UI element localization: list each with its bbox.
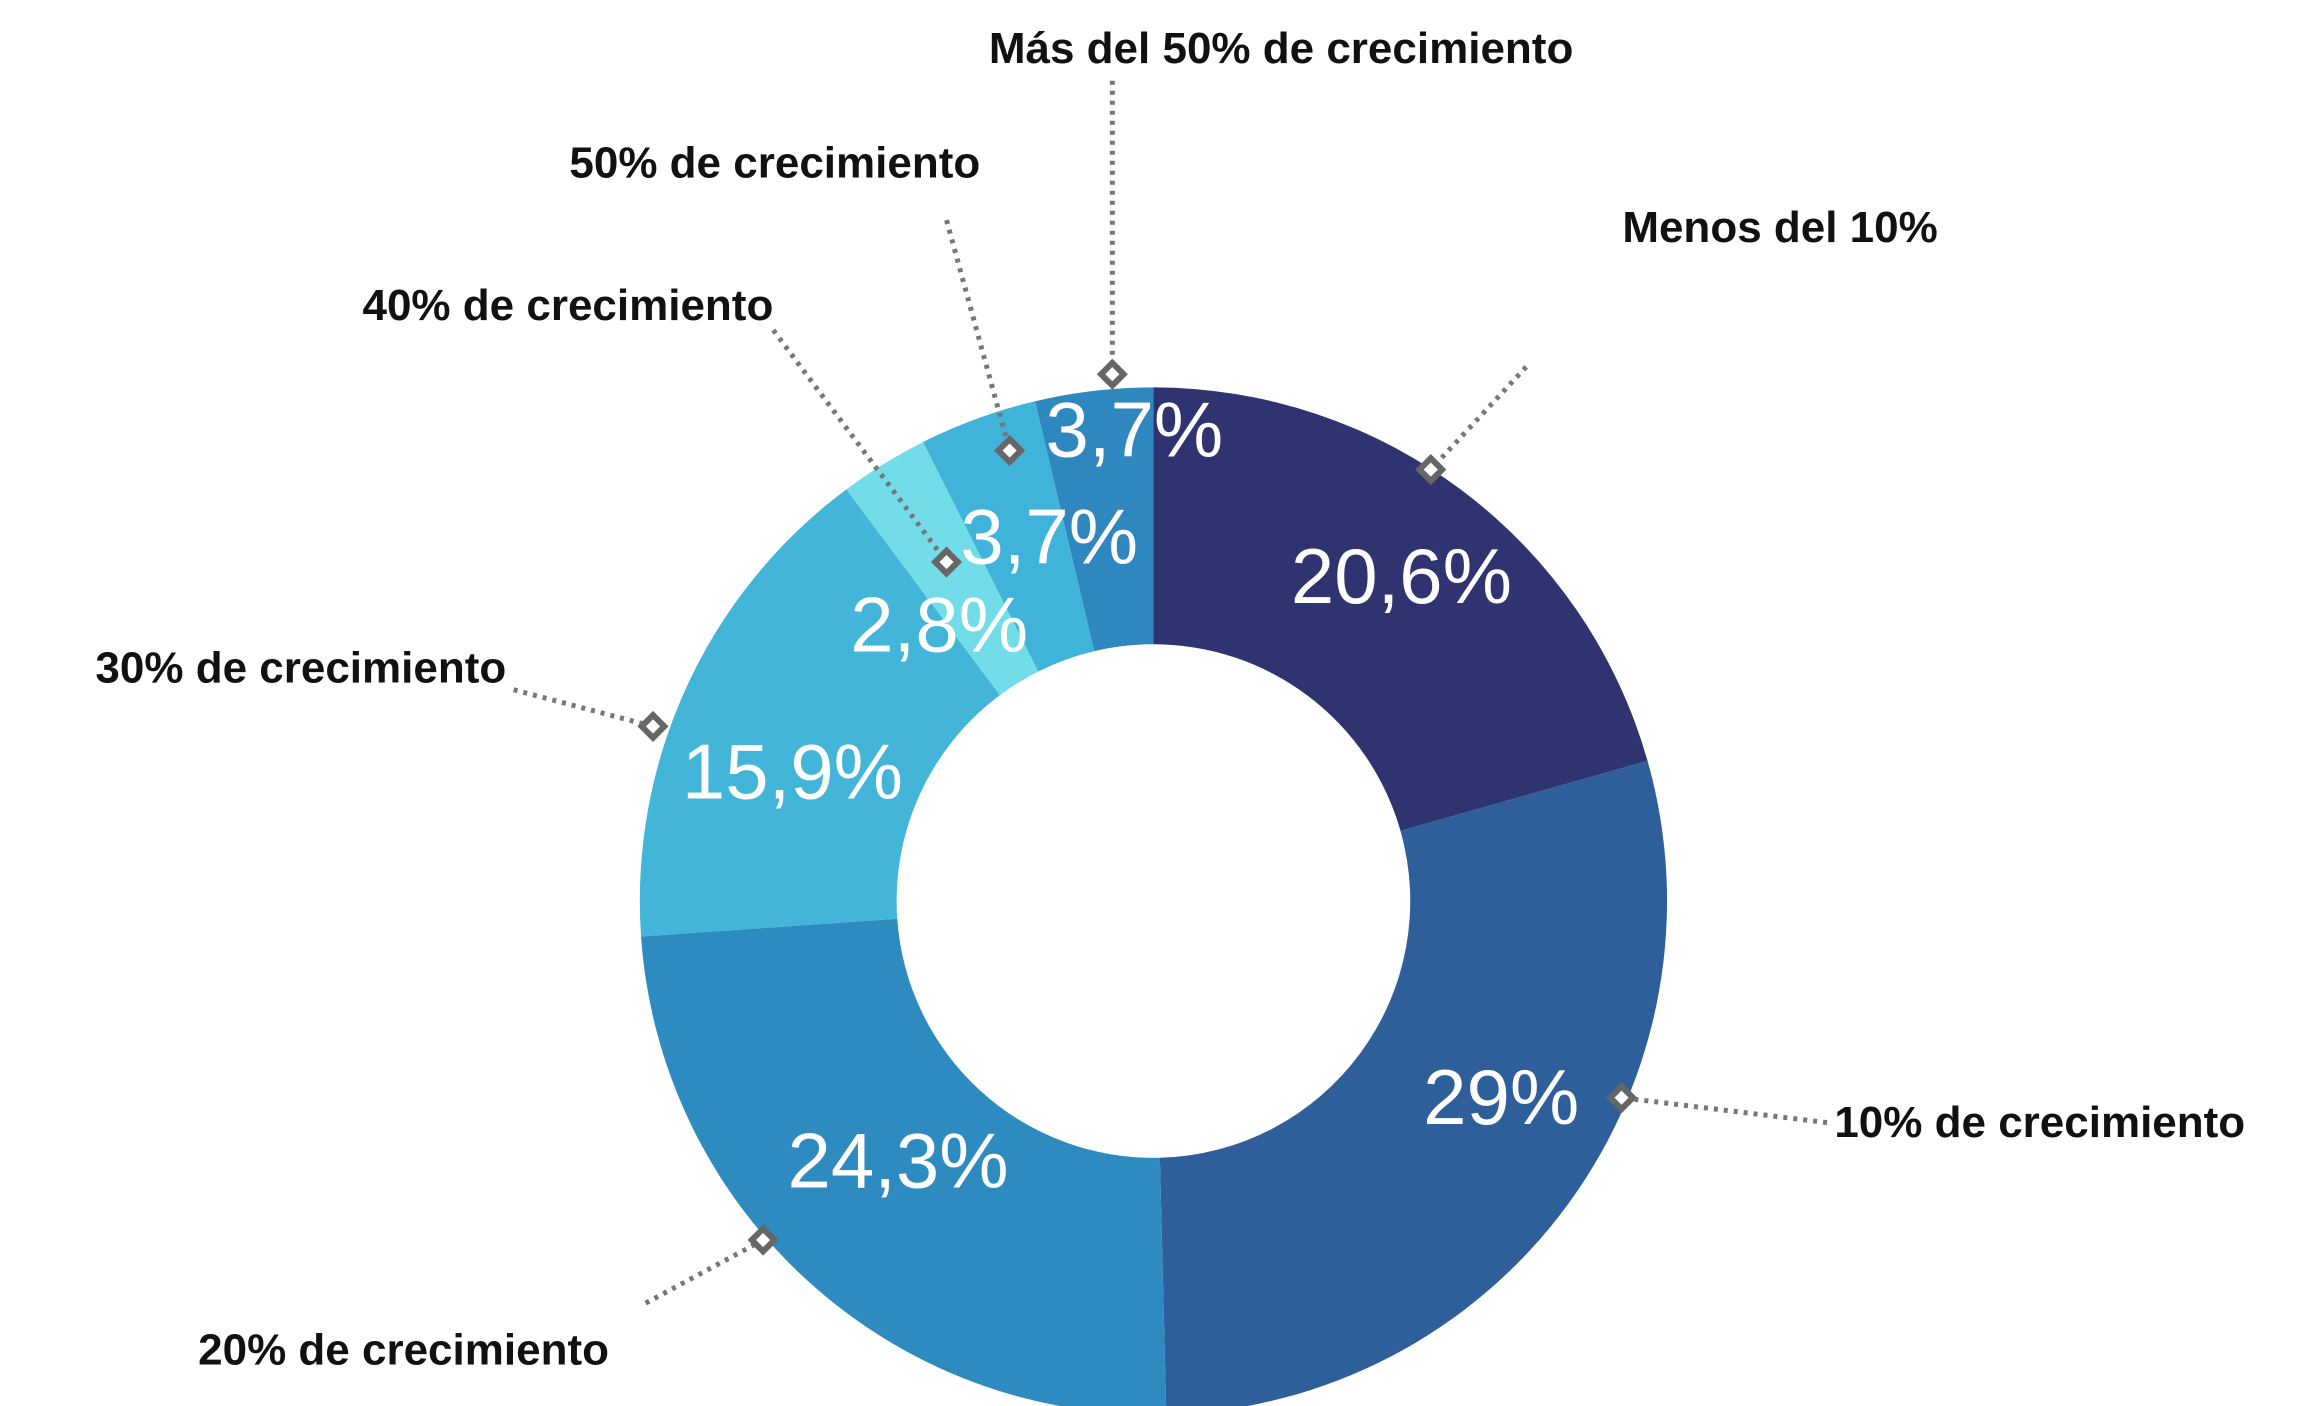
donut-slice — [1159, 760, 1667, 1406]
value-label: 24,3% — [788, 1116, 1009, 1204]
leader-marker — [930, 546, 963, 578]
category-label: Más del 50% de crecimiento — [989, 24, 1573, 73]
value-label: 15,9% — [682, 727, 903, 815]
leader-line — [944, 219, 1013, 452]
leader-marker — [747, 1224, 779, 1256]
leader-marker — [637, 710, 669, 742]
leader-marker — [1096, 358, 1128, 390]
leader-marker — [994, 434, 1026, 467]
value-label: 20,6% — [1291, 532, 1512, 620]
leader-line — [1621, 1095, 1828, 1126]
donut-slice — [923, 401, 1095, 672]
category-label: 40% de crecimiento — [362, 281, 773, 330]
donut-slice — [1153, 387, 1648, 831]
leader-line — [1428, 365, 1529, 472]
leader-marker — [1415, 454, 1447, 486]
category-label: 50% de crecimiento — [569, 138, 980, 187]
category-label: Menos del 10% — [1622, 203, 1937, 252]
leader-line — [512, 687, 654, 729]
donut-slice — [1035, 387, 1154, 652]
value-label: 2,8% — [850, 581, 1028, 669]
category-label: 10% de crecimiento — [1834, 1098, 2245, 1147]
category-label: 30% de crecimiento — [95, 643, 506, 692]
leader-marker — [1606, 1082, 1638, 1114]
value-label: 29% — [1423, 1053, 1579, 1141]
category-label: 20% de crecimiento — [198, 1326, 609, 1375]
donut-slice — [639, 489, 1000, 937]
donut-slice — [641, 918, 1167, 1406]
leader-line — [644, 1237, 765, 1306]
leader-line — [771, 328, 949, 564]
value-label: 3,7% — [1045, 385, 1223, 473]
value-label: 3,7% — [960, 493, 1138, 581]
